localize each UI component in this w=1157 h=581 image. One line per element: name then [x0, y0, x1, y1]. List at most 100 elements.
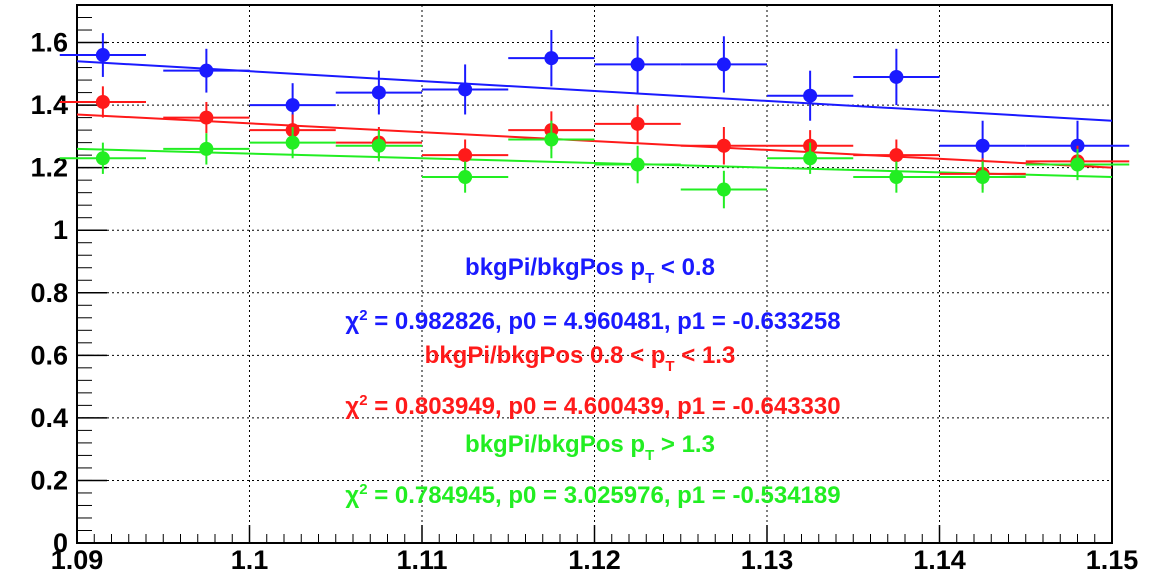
data-point	[59, 86, 146, 118]
data-point	[680, 36, 767, 93]
blue-fit-chi: χ	[345, 308, 359, 335]
x-tick-label: 1.15	[1086, 545, 1139, 575]
marker	[285, 135, 300, 150]
blue-legend-title-pre: bkgPi/bkgPos p	[465, 254, 645, 281]
green-fit-rest: = 0.784945, p0 = 3.025976, p1 = -0.53418…	[368, 482, 841, 509]
blue-legend-title: bkgPi/bkgPos pT < 0.8	[465, 254, 715, 287]
green-fit-sup: 2	[359, 481, 367, 498]
marker	[716, 182, 731, 197]
marker	[975, 138, 990, 153]
fit-line-1	[76, 113, 1113, 169]
x-tick-label: 1.12	[568, 545, 621, 575]
marker	[95, 48, 110, 63]
y-tick-label: 1.6	[30, 28, 68, 58]
data-point	[853, 161, 940, 193]
data-point	[59, 142, 146, 174]
y-tick-label: 1.4	[30, 90, 68, 120]
red-fit-result: χ2 = 0.803949, p0 = 4.600439, p1 = -0.64…	[345, 392, 840, 420]
marker	[95, 151, 110, 166]
marker	[458, 170, 473, 185]
blue-fit-sup: 2	[359, 307, 367, 324]
marker	[199, 63, 214, 78]
data-point	[594, 105, 681, 143]
marker	[630, 57, 645, 72]
marker	[1070, 157, 1085, 172]
green-legend-title-pre: bkgPi/bkgPos p	[465, 431, 645, 458]
marker	[199, 110, 214, 125]
green-fit-result: χ2 = 0.784945, p0 = 3.025976, p1 = -0.53…	[345, 481, 840, 509]
blue-legend-title-sub: T	[645, 270, 654, 287]
fit-line-2	[76, 147, 1113, 179]
marker	[95, 94, 110, 109]
blue-legend-title-post: < 0.8	[654, 254, 715, 281]
data-point	[508, 120, 595, 159]
y-tick-label: 0.6	[30, 340, 68, 370]
y-tick-label: 1	[53, 215, 68, 245]
y-tick-label: 0.4	[30, 403, 68, 433]
marker	[975, 170, 990, 185]
data-point	[853, 48, 940, 106]
marker	[544, 51, 559, 66]
data-point	[1025, 148, 1130, 181]
data-point	[939, 161, 1026, 193]
data-point	[163, 101, 250, 134]
data-point	[335, 130, 422, 162]
data-point	[680, 170, 767, 209]
marker	[285, 98, 300, 113]
red-fit-sup: 2	[359, 392, 367, 409]
marker	[630, 157, 645, 172]
data-point	[163, 48, 250, 93]
marker	[803, 151, 818, 166]
data-points	[59, 30, 1130, 209]
data-point	[508, 30, 595, 87]
red-legend-title-sub: T	[665, 358, 674, 375]
marker	[716, 57, 731, 72]
y-tick-label: 0.8	[30, 278, 68, 308]
x-tick-label: 1.14	[913, 545, 966, 575]
green-legend-title-post: > 1.3	[654, 431, 715, 458]
green-legend-title: bkgPi/bkgPos pT > 1.3	[465, 431, 715, 464]
data-point	[59, 33, 146, 77]
marker	[889, 170, 904, 185]
data-point	[767, 142, 854, 174]
marker	[199, 141, 214, 156]
fit-lines	[76, 60, 1113, 179]
marker	[544, 132, 559, 147]
marker	[630, 116, 645, 131]
data-point	[422, 64, 509, 115]
y-tick-label: 0.2	[30, 465, 68, 495]
green-fit-chi: χ	[345, 482, 359, 509]
x-tick-label: 1.1	[231, 545, 269, 575]
y-tick-label: 1.2	[30, 153, 68, 183]
y-tick-label: 0	[53, 528, 68, 558]
x-tick-label: 1.11	[396, 545, 447, 575]
marker	[458, 82, 473, 97]
data-point	[249, 126, 336, 159]
annotations: bkgPi/bkgPos pT < 0.8 χ2 = 0.982826, p0 …	[345, 254, 840, 509]
marker	[458, 148, 473, 163]
marker	[889, 69, 904, 84]
red-fit-rest: = 0.803949, p0 = 4.600439, p1 = -0.64333…	[368, 393, 841, 420]
data-point	[594, 145, 681, 184]
data-point	[680, 126, 767, 165]
ticks: 1.09 1.1 1.11 1.12 1.13 1.14 1.15 0 0.2 0.4 0.6 0.8…	[30, 4, 1139, 575]
marker	[803, 88, 818, 103]
red-legend-title-pre: bkgPi/bkgPos 0.8 < p	[425, 342, 666, 369]
data-point	[422, 161, 509, 193]
x-tick-label: 1.09	[51, 545, 104, 575]
marker	[889, 148, 904, 163]
data-point	[163, 133, 250, 165]
x-tick-label: 1.13	[741, 545, 794, 575]
data-point	[594, 36, 681, 93]
marker	[716, 138, 731, 153]
data-point	[767, 70, 854, 121]
blue-fit-result: χ2 = 0.982826, p0 = 4.960481, p1 = -0.63…	[345, 307, 840, 335]
data-point	[335, 70, 422, 115]
red-legend-title-post: < 1.3	[675, 342, 736, 369]
blue-fit-rest: = 0.982826, p0 = 4.960481, p1 = -0.63325…	[368, 308, 841, 335]
marker	[371, 85, 386, 100]
green-legend-title-sub: T	[645, 447, 654, 464]
red-fit-chi: χ	[345, 393, 359, 420]
